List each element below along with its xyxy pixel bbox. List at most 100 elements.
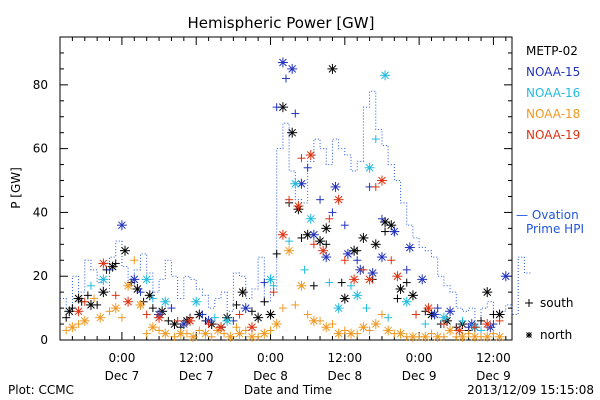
north-point	[85, 299, 96, 310]
north-point	[482, 331, 493, 342]
symbol-legend-label: south	[540, 296, 574, 310]
marker-stroke	[297, 179, 306, 188]
marker-stroke	[142, 275, 151, 284]
south-point	[80, 297, 89, 306]
marker-stroke	[353, 291, 362, 300]
north-point	[191, 296, 202, 307]
north-point	[333, 194, 344, 205]
north-point	[67, 322, 78, 333]
north-point	[185, 315, 196, 326]
marker-stroke	[248, 323, 256, 332]
marker-stroke	[118, 221, 126, 230]
north-point	[200, 328, 211, 339]
x-tick-date-label: Dec 7	[105, 369, 140, 383]
marker-stroke	[124, 281, 132, 290]
marker-stroke	[99, 275, 108, 284]
north-point	[73, 293, 84, 304]
north-point	[370, 319, 381, 330]
north-point	[482, 319, 493, 330]
north-point	[98, 287, 109, 298]
south-point	[173, 316, 182, 325]
south-point	[337, 278, 346, 287]
marker-stroke	[440, 313, 448, 322]
marker-stroke	[458, 332, 467, 341]
marker-stroke	[344, 250, 352, 258]
north-point	[98, 274, 109, 285]
north-point	[401, 296, 412, 307]
marker-stroke	[310, 317, 318, 325]
south-point	[105, 265, 114, 274]
marker-stroke	[470, 332, 479, 341]
south-point	[297, 154, 306, 163]
marker-stroke	[340, 294, 349, 303]
ovation-hpi-line	[60, 90, 531, 325]
south-point	[142, 329, 151, 338]
marker-stroke	[483, 332, 492, 341]
north-point	[330, 181, 341, 192]
north-point	[120, 245, 131, 256]
marker-stroke	[303, 230, 312, 239]
north-point	[265, 309, 276, 320]
north-point	[178, 319, 189, 330]
south-point	[117, 313, 126, 322]
south-point	[235, 310, 244, 319]
north-point	[395, 328, 406, 339]
marker-stroke	[310, 230, 318, 239]
north-point	[95, 312, 106, 323]
marker-stroke	[74, 294, 83, 303]
marker-stroke	[74, 307, 83, 316]
marker-stroke	[446, 307, 454, 316]
south-point	[495, 316, 504, 325]
marker-stroke	[495, 310, 504, 319]
north-point	[123, 280, 134, 291]
marker-stroke	[260, 329, 269, 338]
north-point	[287, 63, 298, 74]
south-point	[384, 313, 393, 322]
marker-stroke	[381, 218, 389, 226]
marker-stroke	[483, 288, 492, 297]
x-tick-time-label: 12:00	[476, 351, 511, 365]
north-point	[417, 274, 428, 285]
marker-stroke	[266, 275, 275, 284]
marker-stroke	[495, 332, 504, 341]
marker-stroke	[192, 297, 201, 306]
y-tick-label: 60	[33, 142, 48, 156]
marker-stroke	[176, 329, 185, 338]
north-point	[215, 322, 226, 333]
marker-stroke	[316, 237, 324, 245]
south-point	[148, 304, 157, 313]
marker-stroke	[359, 323, 368, 332]
south-point	[272, 249, 281, 258]
south-point	[291, 300, 300, 309]
legend-entry: NOAA-15	[526, 65, 580, 79]
marker-stroke	[350, 275, 358, 284]
marker-stroke	[124, 297, 132, 306]
y-tick-label: 80	[33, 78, 48, 92]
marker-stroke	[359, 234, 368, 242]
marker-stroke	[161, 297, 170, 306]
symbol-legend-mark	[526, 332, 532, 338]
legend: METP-02 NOAA-15 NOAA-16 NOAA-18 NOAA-19 — Ova…	[516, 44, 584, 342]
x-axis: 0:00 Dec 7 12:00 Dec 7 0:00 Dec 8 12:00 Dec 8 0:…	[59, 37, 511, 383]
north-point	[175, 328, 186, 339]
south-point	[272, 103, 281, 112]
marker-stroke	[130, 275, 139, 284]
marker-stroke	[396, 285, 405, 293]
marker-stroke	[371, 240, 380, 249]
marker-stroke	[334, 329, 343, 338]
y-tick-label: 20	[33, 269, 48, 283]
south-point	[377, 310, 386, 319]
y-tick-label: 40	[33, 205, 48, 219]
x-tick-time-label: 0:00	[406, 351, 433, 365]
marker-stroke	[189, 332, 197, 341]
north-point	[154, 312, 165, 323]
south-point	[412, 310, 421, 319]
marker-stroke	[65, 307, 74, 316]
marker-stroke	[136, 301, 145, 309]
north-point	[302, 229, 313, 240]
south-point	[340, 221, 349, 230]
north-point	[407, 290, 418, 301]
north-point	[429, 309, 440, 320]
marker-stroke	[368, 269, 377, 277]
